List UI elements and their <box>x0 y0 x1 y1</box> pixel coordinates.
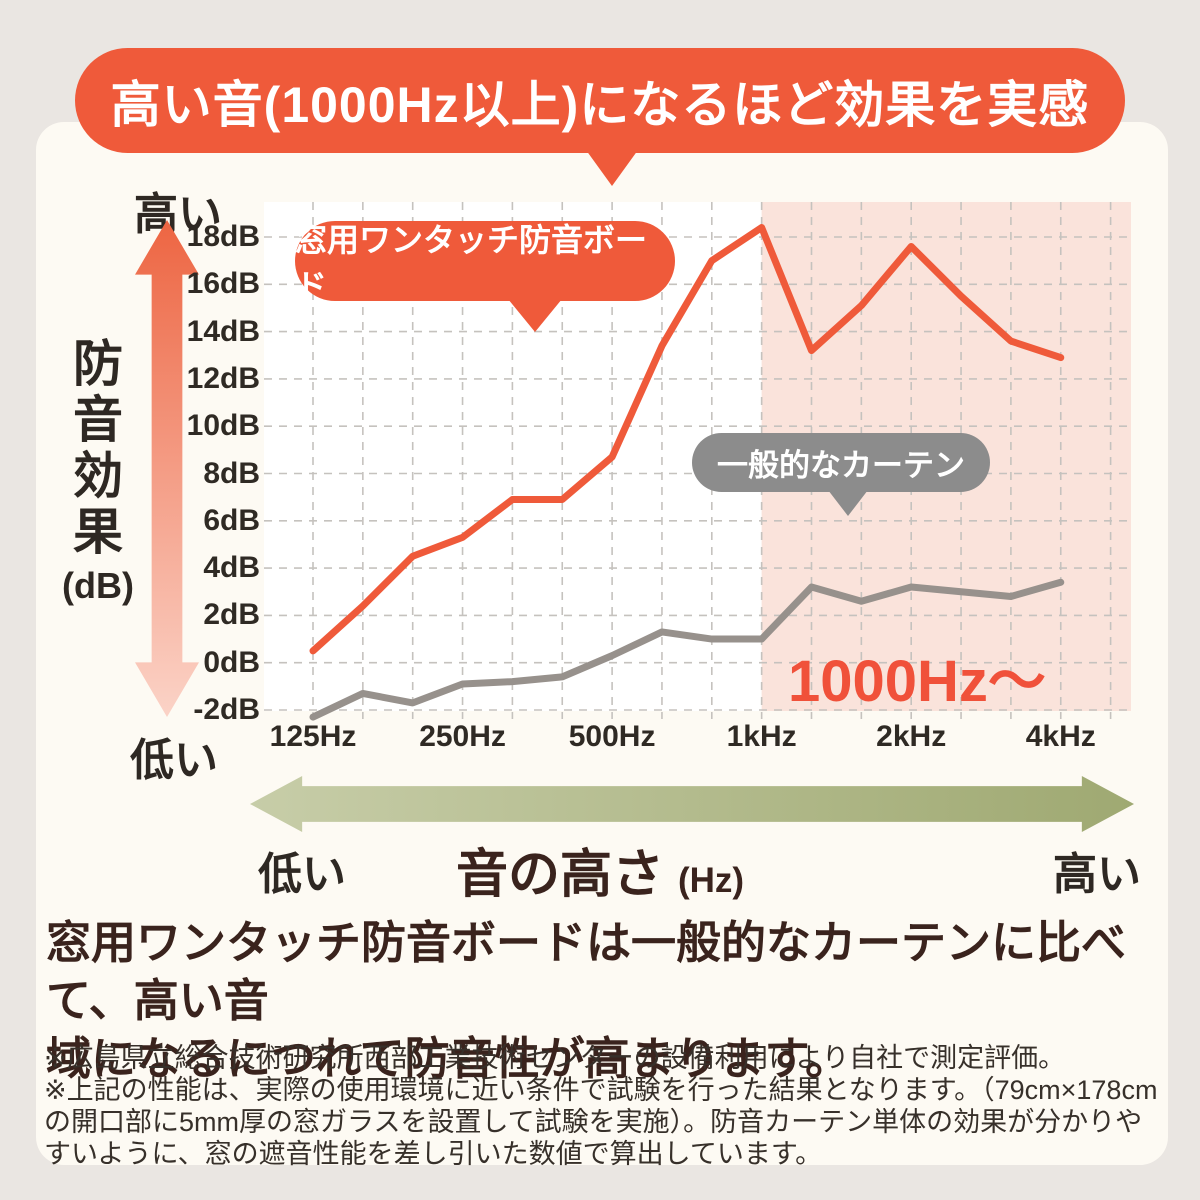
x-tick-label: 1kHz <box>726 720 797 753</box>
y-axis-title-char: 果 <box>73 504 123 560</box>
callout-curtain-series: 一般的なカーテン <box>692 433 990 492</box>
y-axis-title-char: 効 <box>73 448 123 504</box>
x-axis-title-group: 音の高さ (Hz) <box>330 832 870 907</box>
x-axis-title: 音の高さ <box>455 846 664 904</box>
y-tick-label: 12dB <box>186 361 260 395</box>
y-tick-label: 6dB <box>203 503 260 537</box>
y-axis-low-label: 低い <box>130 736 218 785</box>
series-line <box>309 224 1065 655</box>
y-axis-title: 防音効果 <box>68 336 128 560</box>
callout-board-series-text: 窓用ワンタッチ防音ボード <box>295 222 648 304</box>
x-axis-high-label: 高い <box>1053 850 1141 899</box>
y-axis-unit: (dB) <box>62 565 134 606</box>
x-tick-label: 125Hz <box>269 720 357 753</box>
summary-statement-line: 域になるにつれて防音性が高まります。 <box>46 1033 851 1084</box>
x-tick-label: 500Hz <box>568 720 656 753</box>
y-axis-high-label: 高い <box>134 190 222 239</box>
x-tick-label: 4kHz <box>1025 720 1096 753</box>
x-axis-title-unit: (Hz) <box>677 861 745 900</box>
y-tick-label: 14dB <box>186 314 260 348</box>
y-tick-label: 16dB <box>186 267 260 301</box>
header-banner-text: 高い音(1000Hz以上)になるほど効果を実感 <box>110 76 1090 133</box>
y-tick-label: 8dB <box>203 456 260 490</box>
y-axis-title-char: 音 <box>73 392 123 448</box>
series-line <box>309 578 1065 721</box>
callout-board-series: 窓用ワンタッチ防音ボード <box>295 221 675 304</box>
x-tick-label: 250Hz <box>419 720 506 753</box>
summary-statement-line: 窓用ワンタッチ防音ボードは一般的なカーテンに比べて、高い音 <box>46 917 1127 1026</box>
footnote-line: ※上記の性能は、実際の使用環境に近い条件で試験を行った結果となります。（79cm… <box>44 1075 1158 1169</box>
header-banner: 高い音(1000Hz以上)になるほど効果を実感 <box>75 48 1125 153</box>
y-axis-title-char: 防 <box>73 336 123 392</box>
y-tick-label: 0dB <box>203 645 260 679</box>
y-tick-label: 4dB <box>203 551 260 585</box>
x-tick-label: 2kHz <box>876 720 947 753</box>
y-tick-label: 18dB <box>186 220 260 253</box>
footnotes: ※広島県立総合技術研究所西部工業技術センターの設備利用により自社で測定評価。 ※上… <box>44 1042 1168 1170</box>
callout-curtain-series-text: 一般的なカーテン <box>717 448 965 483</box>
highlight-region-label: 1000Hz〜 <box>788 649 1046 714</box>
y-tick-label: 2dB <box>203 598 260 632</box>
summary-statement: 窓用ワンタッチ防音ボードは一般的なカーテンに比べて、高い音域になるにつれて防音性… <box>46 914 1168 1088</box>
y-tick-label: -2dB <box>193 693 260 726</box>
x-axis-low-label: 低い <box>258 850 346 899</box>
footnote-line: ※広島県立総合技術研究所西部工業技術センターの設備利用により自社で測定評価。 <box>44 1043 1066 1073</box>
y-tick-label: 10dB <box>186 409 260 443</box>
